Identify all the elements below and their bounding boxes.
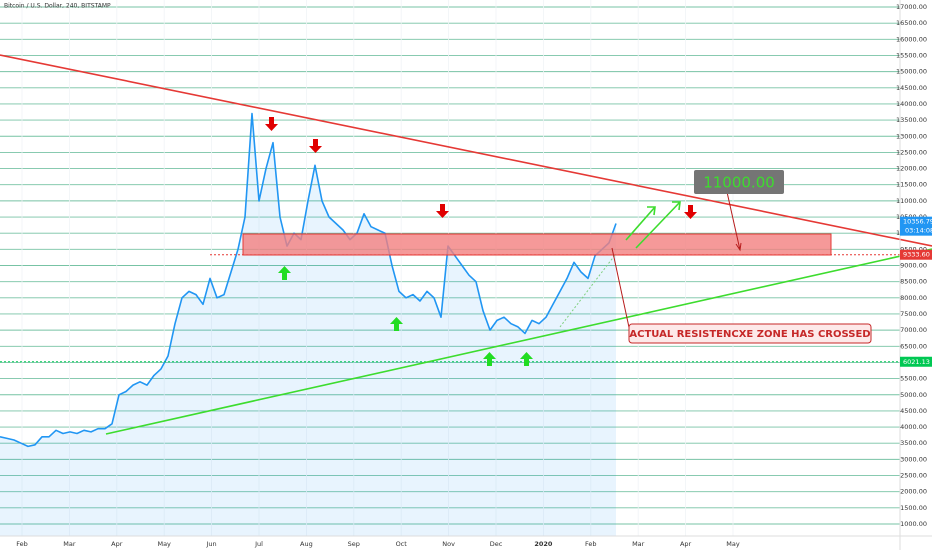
price-line [0,112,617,448]
y-tick-label: 11000.00 [896,197,927,205]
area [0,113,616,536]
x-tick-label: Apr [680,540,692,548]
target-label: 11000.00 [703,174,775,192]
y-tick-label: 6500.00 [900,342,927,350]
x-tick-label: Apr [111,540,123,548]
y-tick-label: 2000.00 [900,488,927,496]
y-tick-label: 12000.00 [896,165,927,173]
red-trendline [0,54,932,247]
green-trendline [105,248,932,435]
y-tick-label: 3500.00 [900,439,927,447]
y-tick-label: 1000.00 [900,520,927,528]
y-tick-label: 17000.00 [896,3,927,11]
x-tick-label: May [157,540,171,548]
dotted-trend [559,254,616,328]
level-tag [900,249,932,260]
y-tick-label: 14500.00 [896,84,927,92]
y-tick-label: 15500.00 [896,51,927,59]
up-arrows [278,266,533,366]
y-tick-label: 5500.00 [900,375,927,383]
note-label: ACTUAL RESISTENCXE ZONE HAS CROSSED [629,329,870,340]
x-tick-label: Mar [63,540,76,548]
last-price-label: 10356.79 [903,218,932,226]
x-tick-label: Nov [442,540,455,548]
x-tick-label: Jun [206,540,217,548]
y-tick-label: 7000.00 [900,326,927,334]
x-tick-label: Feb [16,540,28,548]
x-tick-label: Oct [396,540,408,548]
y-tick-label: 13500.00 [896,116,927,124]
y-tick-label: 5000.00 [900,391,927,399]
y-tick-label: 12500.00 [896,148,927,156]
y-tick-label: 4500.00 [900,407,927,415]
y-tick-label: 8500.00 [900,278,927,286]
axis: 1000.00 1500.00 2000.00 2500.00 3000.00 3500.… [16,3,932,548]
level-label: 9333.60 [903,251,930,259]
y-tick-label: 1500.00 [900,504,927,512]
x-tick-label: Aug [300,540,313,548]
y-tick-label: 15000.00 [896,68,927,76]
y-tick-label: 7500.00 [900,310,927,318]
x-tick-label: Mar [632,540,645,548]
grid [0,0,900,536]
y-tick-label: 4000.00 [900,423,927,431]
x-tick-label: May [726,540,740,548]
y-tick-label: 2500.00 [900,472,927,480]
level-label: 6021.13 [903,358,930,366]
y-tick-label: 9500.00 [900,245,927,253]
x-tick-label: 2020 [534,540,553,548]
last-price-tag [900,216,932,236]
note-box [628,323,872,344]
countdown-label: 03:14:08 [905,227,932,235]
x-tick-label: Sep [348,540,360,548]
y-tick-label: 9000.00 [900,262,927,270]
down-arrows [265,117,697,219]
chart-title: Bitcoin / U.S. Dollar, 240, BITSTAMP [4,3,111,10]
resistance-zone [242,233,832,256]
y-tick-label: 16000.00 [896,35,927,43]
y-tick-label: 14000.00 [896,100,927,108]
x-tick-label: Jul [254,540,263,548]
y-tick-label: 13000.00 [896,132,927,140]
y-tick-label: 3000.00 [900,455,927,463]
x-tick-label: Feb [585,540,597,548]
x-tick-label: Dec [490,540,503,548]
y-tick-label: 11500.00 [896,181,927,189]
target-box [694,170,784,194]
pointer-lines [611,191,742,333]
y-tick-label: 16500.00 [896,19,927,27]
y-tick-label: 8000.00 [900,294,927,302]
level-tag [900,356,932,367]
green-up-arrows [625,201,681,249]
